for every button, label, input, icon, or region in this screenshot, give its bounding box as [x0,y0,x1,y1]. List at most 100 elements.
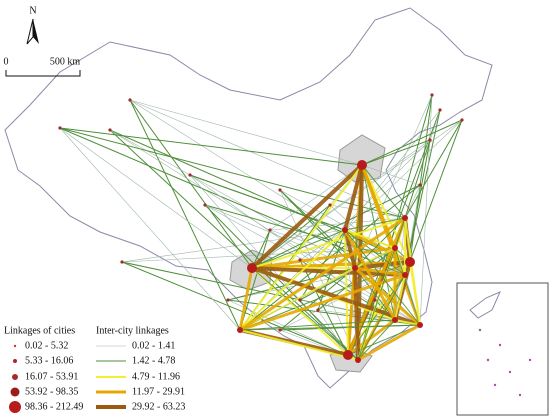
link [360,164,422,326]
link [361,139,431,166]
link [251,229,346,269]
link [394,274,406,321]
city [328,203,332,207]
link [394,247,421,326]
legend-label: 0.02 - 1.41 [132,340,175,351]
city [392,317,398,323]
link [344,217,406,231]
island [528,358,532,362]
link [357,319,396,361]
scale-end: 500 km [50,56,81,67]
link [204,204,359,361]
island [498,343,502,347]
city [460,118,464,122]
link [394,319,421,326]
legend-title: Inter-city linkages [96,325,169,336]
city [405,257,415,267]
link [343,164,364,231]
link [251,267,359,361]
city [298,258,302,262]
city [316,308,320,312]
link [238,267,254,331]
city [237,327,243,333]
link [361,164,406,219]
link [353,267,360,361]
link [239,319,396,331]
inset-islands [478,328,532,397]
link [239,216,406,332]
link [404,119,463,219]
inset-frame [456,282,549,416]
city [428,138,432,142]
scale-line [5,70,81,77]
legend-symbol [10,387,20,397]
city [342,227,348,233]
link [129,99,363,166]
city [108,128,112,132]
city [298,298,302,302]
links [59,94,463,362]
north-label: N [29,5,36,16]
legend: Linkages of cities Inter-city linkages 0… [4,325,185,413]
link [251,119,463,269]
link [344,229,406,276]
link [361,119,463,166]
link [329,204,406,219]
link [404,184,421,219]
link [251,139,431,269]
link [404,217,421,326]
link [109,129,421,326]
link [239,229,271,331]
arrow-left [26,18,34,45]
link [204,204,411,263]
link [239,247,396,331]
city [278,328,282,332]
link [419,94,433,326]
link [343,229,357,269]
legend-symbol [9,401,21,413]
link [109,129,359,361]
city [120,260,124,264]
link [344,229,421,326]
legend-symbol [13,359,17,363]
north-arrow: N [26,5,39,45]
link [354,267,396,321]
city [430,93,434,97]
link [357,323,421,362]
legend-label: 4.79 - 11.96 [132,371,180,382]
link [239,139,431,331]
link [59,127,406,276]
legend-label: 5.33 - 16.06 [25,355,73,366]
city [438,108,442,112]
island [518,393,522,397]
link [354,266,421,327]
link [251,217,406,269]
city [355,357,361,363]
city [58,126,62,130]
link [269,164,363,231]
legend-label: 16.07 - 53.91 [25,371,78,382]
legend-label: 11.97 - 29.91 [132,386,185,397]
link [409,94,433,263]
link [394,217,406,321]
city [357,160,367,170]
link [251,184,421,269]
city [128,98,132,102]
legend-title: Linkages of cities [4,325,75,336]
island [493,383,497,387]
city [373,298,377,302]
link [357,274,406,361]
inset-coast [469,291,501,319]
city [392,245,398,251]
cities [58,93,464,363]
city [402,272,408,278]
link [227,261,411,301]
legend-label: 29.92 - 63.23 [132,401,185,412]
link [344,229,396,249]
legend-label: 53.92 - 98.35 [25,386,78,397]
link [239,273,406,332]
island [486,358,490,362]
link [404,139,431,219]
legend-symbol [13,344,17,348]
link [344,229,349,356]
